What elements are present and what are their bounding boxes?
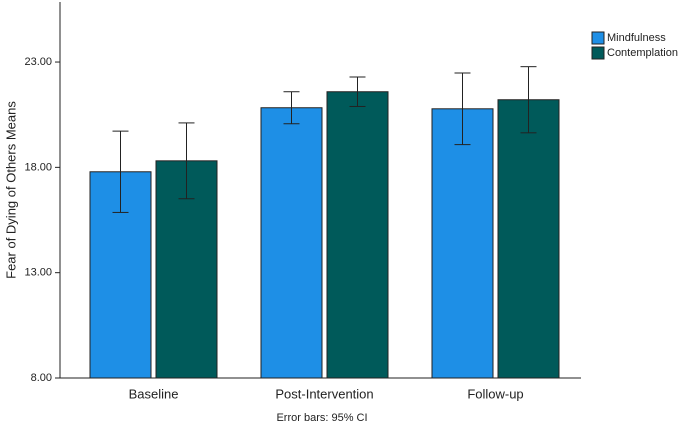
note: Error bars: 95% CI xyxy=(276,412,367,424)
legend-label: Contemplation xyxy=(607,47,678,59)
x-tick-label: Post-Intervention xyxy=(275,386,373,401)
error-bar xyxy=(178,122,195,200)
bar xyxy=(326,91,389,379)
x-tick-label: Baseline xyxy=(129,386,179,401)
error-bar xyxy=(454,72,471,146)
y-axis-title: Fear of Dying of Others Means xyxy=(3,101,18,279)
y-tick-label: 23.00 xyxy=(24,56,52,68)
bar xyxy=(260,107,323,379)
y-tick-label: 13.00 xyxy=(24,267,52,279)
error-bar xyxy=(520,66,537,134)
legend-label: Mindfulness xyxy=(607,32,666,44)
error-bar xyxy=(283,91,300,125)
y-tick-label: 8.00 xyxy=(31,372,52,384)
legend-swatch xyxy=(591,46,605,60)
y-tick-label: 18.00 xyxy=(24,161,52,173)
x-tick-label: Follow-up xyxy=(467,386,523,401)
bar xyxy=(497,99,560,379)
bar xyxy=(431,108,494,379)
legend-swatch xyxy=(591,31,605,45)
error-bar xyxy=(349,76,366,107)
error-bar xyxy=(112,130,129,213)
